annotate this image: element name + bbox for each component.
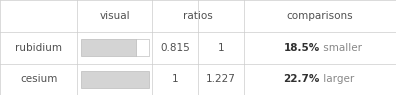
Text: ratios: ratios — [183, 11, 213, 21]
Text: cesium: cesium — [20, 74, 57, 84]
Text: visual: visual — [99, 11, 130, 21]
Text: larger: larger — [320, 74, 354, 84]
Text: 1.227: 1.227 — [206, 74, 236, 84]
Text: smaller: smaller — [320, 43, 362, 53]
Text: 22.7%: 22.7% — [284, 74, 320, 84]
Text: 0.815: 0.815 — [160, 43, 190, 53]
Text: comparisons: comparisons — [286, 11, 353, 21]
Text: 18.5%: 18.5% — [284, 43, 320, 53]
Text: 1: 1 — [217, 43, 224, 53]
Text: rubidium: rubidium — [15, 43, 62, 53]
Bar — [136, 39, 148, 56]
Text: 1: 1 — [172, 74, 179, 84]
